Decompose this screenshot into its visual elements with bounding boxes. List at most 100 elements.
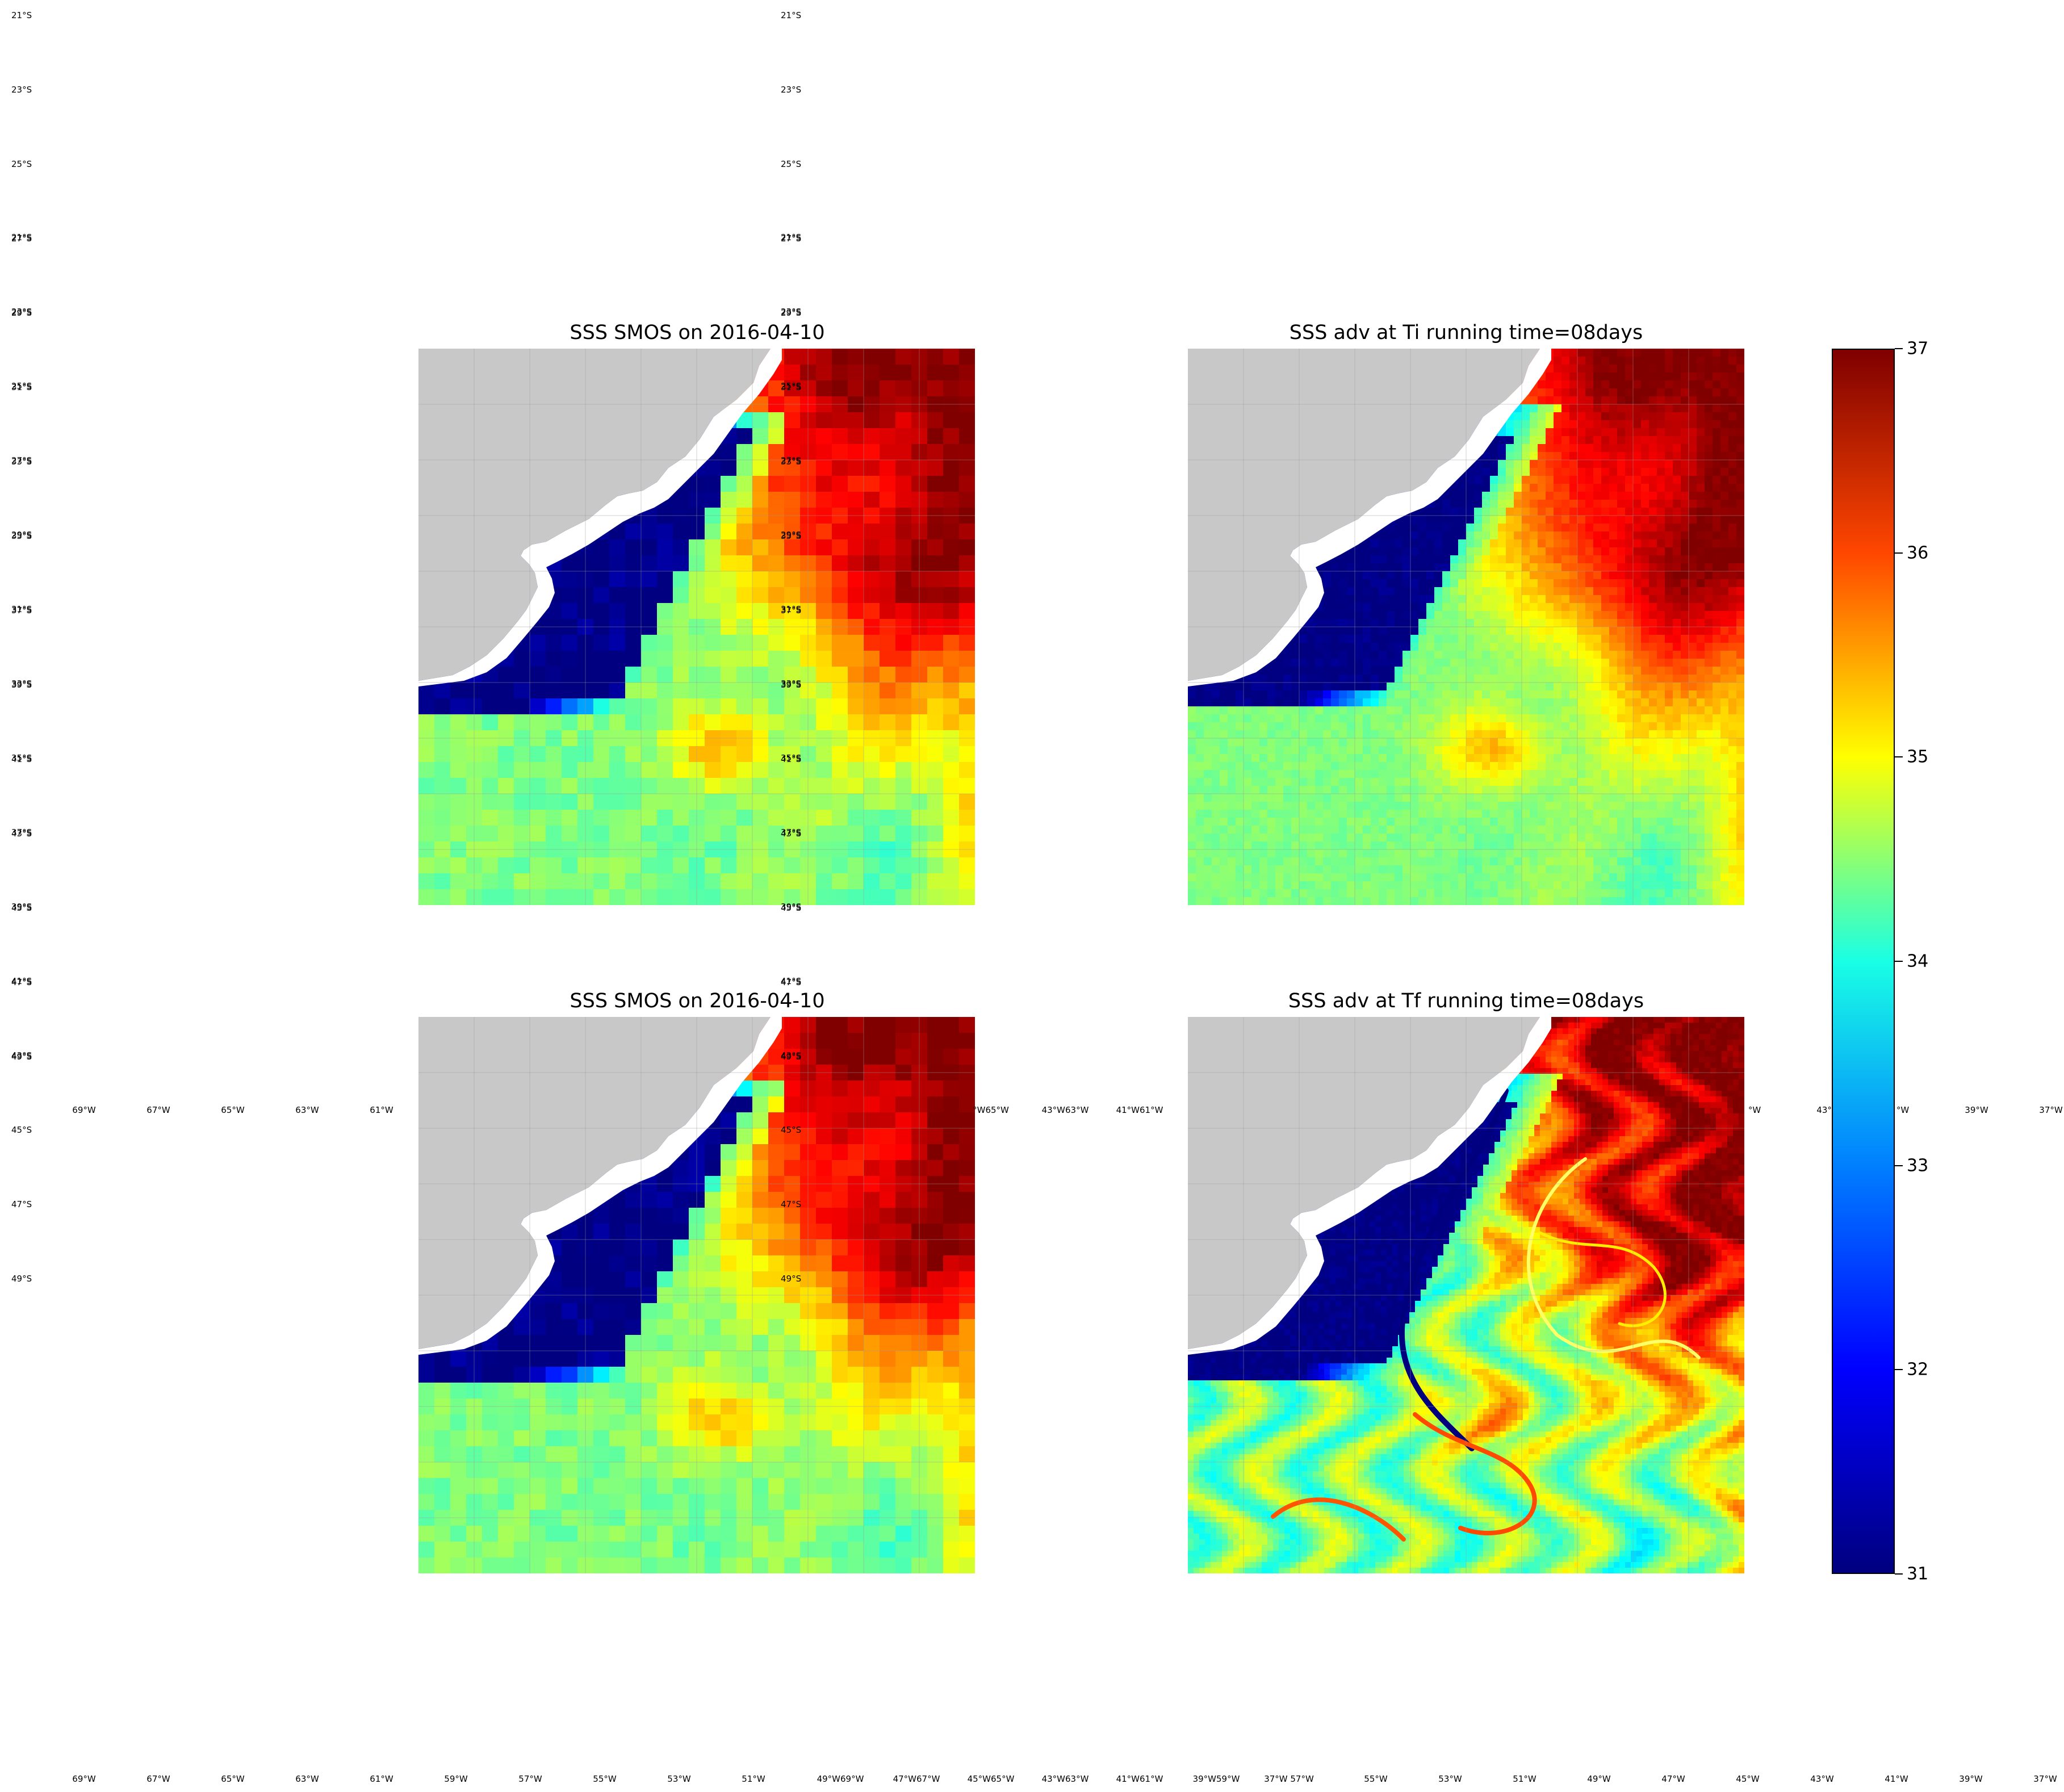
lat-label: 39°S [11,902,32,912]
lon-label: 41°W61°W [1116,1774,1163,1784]
colorbar-tick-label: 36 [1907,543,1929,563]
lon-label: 63°W [295,1105,319,1115]
lat-label: 49°S [11,1052,32,1062]
lat-label: 33°S [11,457,32,467]
lat-label: 43°S [781,828,802,839]
lon-label: 67°W [146,1105,170,1115]
lat-label: 49°S [781,1274,802,1284]
lon-label: 69°W [72,1774,96,1784]
lat-label: 25°S [11,159,32,169]
lon-label: 53°W [1438,1774,1462,1784]
lon-label: 51°W [1513,1774,1537,1784]
lat-label: 35°S [781,531,802,541]
lon-label: 45°W65°W [967,1774,1015,1784]
lat-label: 21°S [781,232,802,242]
lon-label: 61°W [370,1774,393,1784]
lat-label: 39°S [781,680,802,690]
colorbar-tick-label: 35 [1907,747,1929,767]
panel-title-top-left: SSS SMOS on 2016-04-10 [570,321,825,344]
lat-label: 31°S [781,604,802,614]
lat-label: 31°S [11,604,32,614]
colorbar-tick-mark [1895,756,1903,758]
colorbar-tick-mark [1895,552,1903,554]
panel-title-bottom-left: SSS SMOS on 2016-04-10 [570,990,825,1012]
lat-label: 31°S [11,382,32,392]
lon-label: 37°W [2039,1105,2063,1115]
map-panel-top-right [1188,349,1744,905]
lat-label: 41°S [781,754,802,764]
lat-label: 27°S [781,233,802,244]
colorbar-tick-label: 34 [1907,951,1929,972]
lon-label: 47°W [1661,1774,1685,1784]
lat-label: 47°S [11,1199,32,1209]
lon-label: 65°W [221,1774,245,1784]
lon-label: 39°W [1959,1774,1983,1784]
lon-label: °W [1748,1105,1761,1115]
lon-label: 37°W 57°W [1264,1774,1314,1784]
lat-label: 29°S [11,308,32,318]
lon-label: 61°W [370,1105,393,1115]
lat-label: 27°S [11,233,32,244]
lat-label: 37°S [781,827,802,838]
lat-label: 47°S [11,977,32,987]
lat-label: 29°S [781,308,802,318]
lon-label: 41°W61°W [1116,1105,1163,1115]
lat-label: 33°S [781,457,802,467]
colorbar-tick-mark [1895,1369,1903,1371]
lat-label: 29°S [11,530,32,540]
lon-label: °W65°W [973,1105,1009,1115]
lat-label: 45°S [781,1125,802,1135]
lat-label: 27°S [781,455,802,466]
colorbar-tick-mark [1895,961,1903,962]
lat-label: 47°S [781,1199,802,1209]
lon-label: 43°W63°W [1041,1105,1089,1115]
colorbar-tick-mark [1895,348,1903,349]
lon-label: 43°W63°W [1041,1774,1089,1784]
lon-label: °W [1896,1105,1910,1115]
colorbar-tick-label: 37 [1907,338,1929,359]
lat-label: 45°S [11,903,32,913]
lon-label: 45°W [1736,1774,1760,1784]
colorbar-tick-label: 33 [1907,1155,1929,1176]
map-panel-bottom-right [1188,1017,1744,1573]
lon-label: 49°W [1587,1774,1611,1784]
panel-title-bottom-right: SSS adv at Tf running time=08days [1288,990,1644,1012]
lat-label: 23°S [781,307,802,317]
lat-label: 49°S [781,1052,802,1062]
lat-label: 25°S [781,159,802,169]
lon-label: 67°W [146,1774,170,1784]
lat-label: 27°S [11,455,32,466]
lat-label: 29°S [781,530,802,540]
lat-label: 43°S [11,1050,32,1061]
panel-title-top-right: SSS adv at Ti running time=08days [1289,321,1643,344]
lat-label: 35°S [11,531,32,541]
lon-label: 63°W [295,1774,319,1784]
lat-label: 45°S [781,903,802,913]
lat-label: 43°S [11,828,32,839]
colorbar [1832,349,1895,1574]
lat-label: 23°S [11,307,32,317]
lon-label: 55°W [1364,1774,1388,1784]
lon-label: 65°W [221,1105,245,1115]
lat-label: 25°S [781,381,802,391]
map-panel-top-left [418,349,975,905]
lon-label: 43°W [1810,1774,1834,1784]
lat-label: 37°S [11,605,32,616]
map-panel-bottom-left [418,1017,975,1573]
lat-label: 39°S [11,680,32,690]
lon-label: 39°W59°W [1192,1774,1240,1784]
lon-label: 55°W [593,1774,617,1784]
lat-label: 23°S [781,85,802,95]
lat-label: 39°S [781,902,802,912]
lon-label: 59°W [444,1774,468,1784]
lat-label: 33°S [11,679,32,689]
lon-label: 53°W [667,1774,691,1784]
colorbar-tick-mark [1895,1165,1903,1166]
lon-label: 51°W [742,1774,765,1784]
lat-label: 47°S [781,977,802,987]
lat-label: 37°S [11,827,32,838]
lat-label: 41°S [11,976,32,986]
lat-label: 21°S [11,10,32,20]
lat-label: 25°S [11,381,32,391]
lon-label: 49°W69°W [817,1774,864,1784]
